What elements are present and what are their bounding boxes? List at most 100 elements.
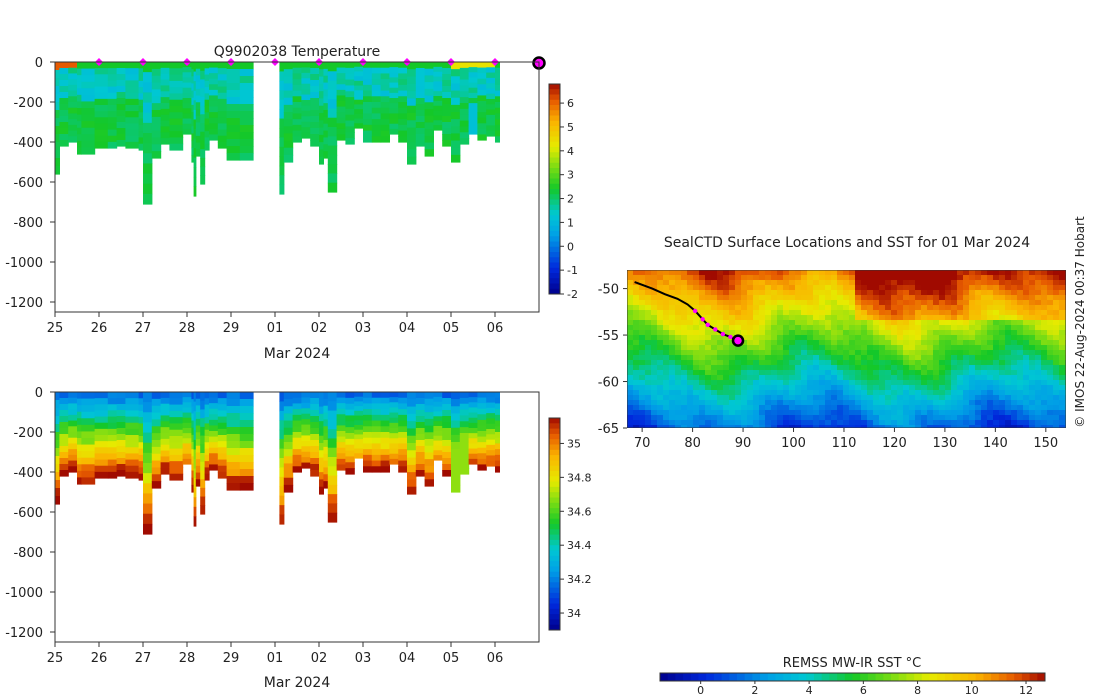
salinity-cell <box>160 397 170 405</box>
salinity-cell <box>116 440 126 447</box>
salinity-cell <box>495 454 500 462</box>
sst-cell <box>777 360 784 366</box>
salinity-cell <box>182 397 192 403</box>
sst-cell <box>1005 350 1012 356</box>
temperature-cell <box>323 137 329 145</box>
salinity-cell <box>310 416 320 423</box>
sst-cell <box>1041 280 1048 286</box>
sst-cell <box>885 315 892 321</box>
sst-cell <box>849 365 856 371</box>
sst-cell <box>843 365 850 371</box>
sst-cell <box>651 365 658 371</box>
sst-cell <box>669 305 676 311</box>
salinity-cell <box>151 412 162 421</box>
temperature-cell <box>442 116 452 123</box>
sst-cell <box>951 325 958 331</box>
colorbar-swatch <box>549 131 560 137</box>
salinity-cell <box>323 398 329 407</box>
sst-cell <box>1035 390 1042 396</box>
sst-cell <box>1017 280 1024 286</box>
salinity-cell <box>389 417 399 424</box>
temperature-cell <box>310 86 320 93</box>
sst-cell <box>837 275 844 281</box>
temperature-cell <box>193 71 197 82</box>
sst-cell <box>759 330 766 336</box>
sst-cell <box>753 395 760 401</box>
salinity-cell <box>292 403 302 410</box>
sst-cell <box>867 330 874 336</box>
temperature-cell <box>191 104 195 113</box>
sst-cell <box>1023 370 1030 376</box>
temperature-cell <box>354 80 364 87</box>
sst-cell <box>843 285 850 291</box>
sst-cell <box>759 405 766 411</box>
sst-cell <box>771 325 778 331</box>
temperature-cell <box>459 120 470 128</box>
sst-cell <box>879 390 886 396</box>
temperature-cell <box>336 84 346 91</box>
salinity-cell <box>380 414 390 422</box>
sst-cell <box>1035 345 1042 351</box>
salinity-cell <box>424 398 434 407</box>
temperature-cell <box>107 129 118 137</box>
sst-cell <box>681 350 688 356</box>
sst-cell <box>849 390 856 396</box>
sst-cell <box>855 425 862 428</box>
temperature-cell <box>151 137 162 145</box>
sst-cell <box>807 290 814 296</box>
sst-cell <box>801 425 808 428</box>
sst-cell <box>681 370 688 376</box>
temperature-cell <box>169 74 184 82</box>
sst-cell <box>747 415 754 421</box>
sst-cell <box>831 420 838 426</box>
sst-cell <box>735 275 742 281</box>
sst-cell <box>885 310 892 316</box>
salinity-cell <box>182 433 192 439</box>
temperature-cell <box>116 86 126 93</box>
temperature-cell <box>55 102 60 111</box>
salinity-cell <box>486 423 496 430</box>
sst-cell <box>735 355 742 361</box>
temperature-cell <box>433 91 443 97</box>
sst-cell <box>1017 365 1024 371</box>
sst-cell <box>993 400 1000 406</box>
sst-cell <box>909 425 916 428</box>
sst-cell <box>675 285 682 291</box>
y-tick-label: -200 <box>13 426 43 441</box>
sst-cell <box>825 305 832 311</box>
salinity-cell <box>226 420 241 428</box>
salinity-cell <box>301 397 311 404</box>
sst-cell <box>879 340 886 346</box>
sst-cell <box>951 375 958 381</box>
sst-cell <box>639 290 646 296</box>
temperature-cell <box>68 102 78 109</box>
sst-cell <box>867 380 874 386</box>
salinity-cell <box>193 439 197 451</box>
sst-cell <box>1017 380 1024 386</box>
sst-cell <box>909 370 916 376</box>
sst-cell <box>819 305 826 311</box>
sst-cell <box>867 305 874 311</box>
sst-cell <box>1059 345 1066 351</box>
sst-cell <box>651 340 658 346</box>
sst-cell <box>939 420 946 426</box>
sst-cell <box>669 420 676 426</box>
sst-cell <box>993 385 1000 391</box>
sst-cell <box>891 315 898 321</box>
sst-cell <box>651 415 658 421</box>
sst-cell <box>915 330 922 336</box>
sst-cell <box>807 305 814 311</box>
sst-cell <box>1023 355 1030 361</box>
sst-cell <box>789 360 796 366</box>
sst-cell <box>657 270 664 276</box>
salinity-cell <box>451 463 461 472</box>
sst-cell <box>813 310 820 316</box>
temperature-cell <box>195 102 201 110</box>
temperature-cell <box>279 90 285 101</box>
sst-cell <box>711 345 718 351</box>
sst-cell <box>807 325 814 331</box>
salinity-cell <box>160 438 170 446</box>
temperature-cell <box>477 62 487 69</box>
sst-cell <box>693 325 700 331</box>
temperature-cell <box>345 97 355 104</box>
